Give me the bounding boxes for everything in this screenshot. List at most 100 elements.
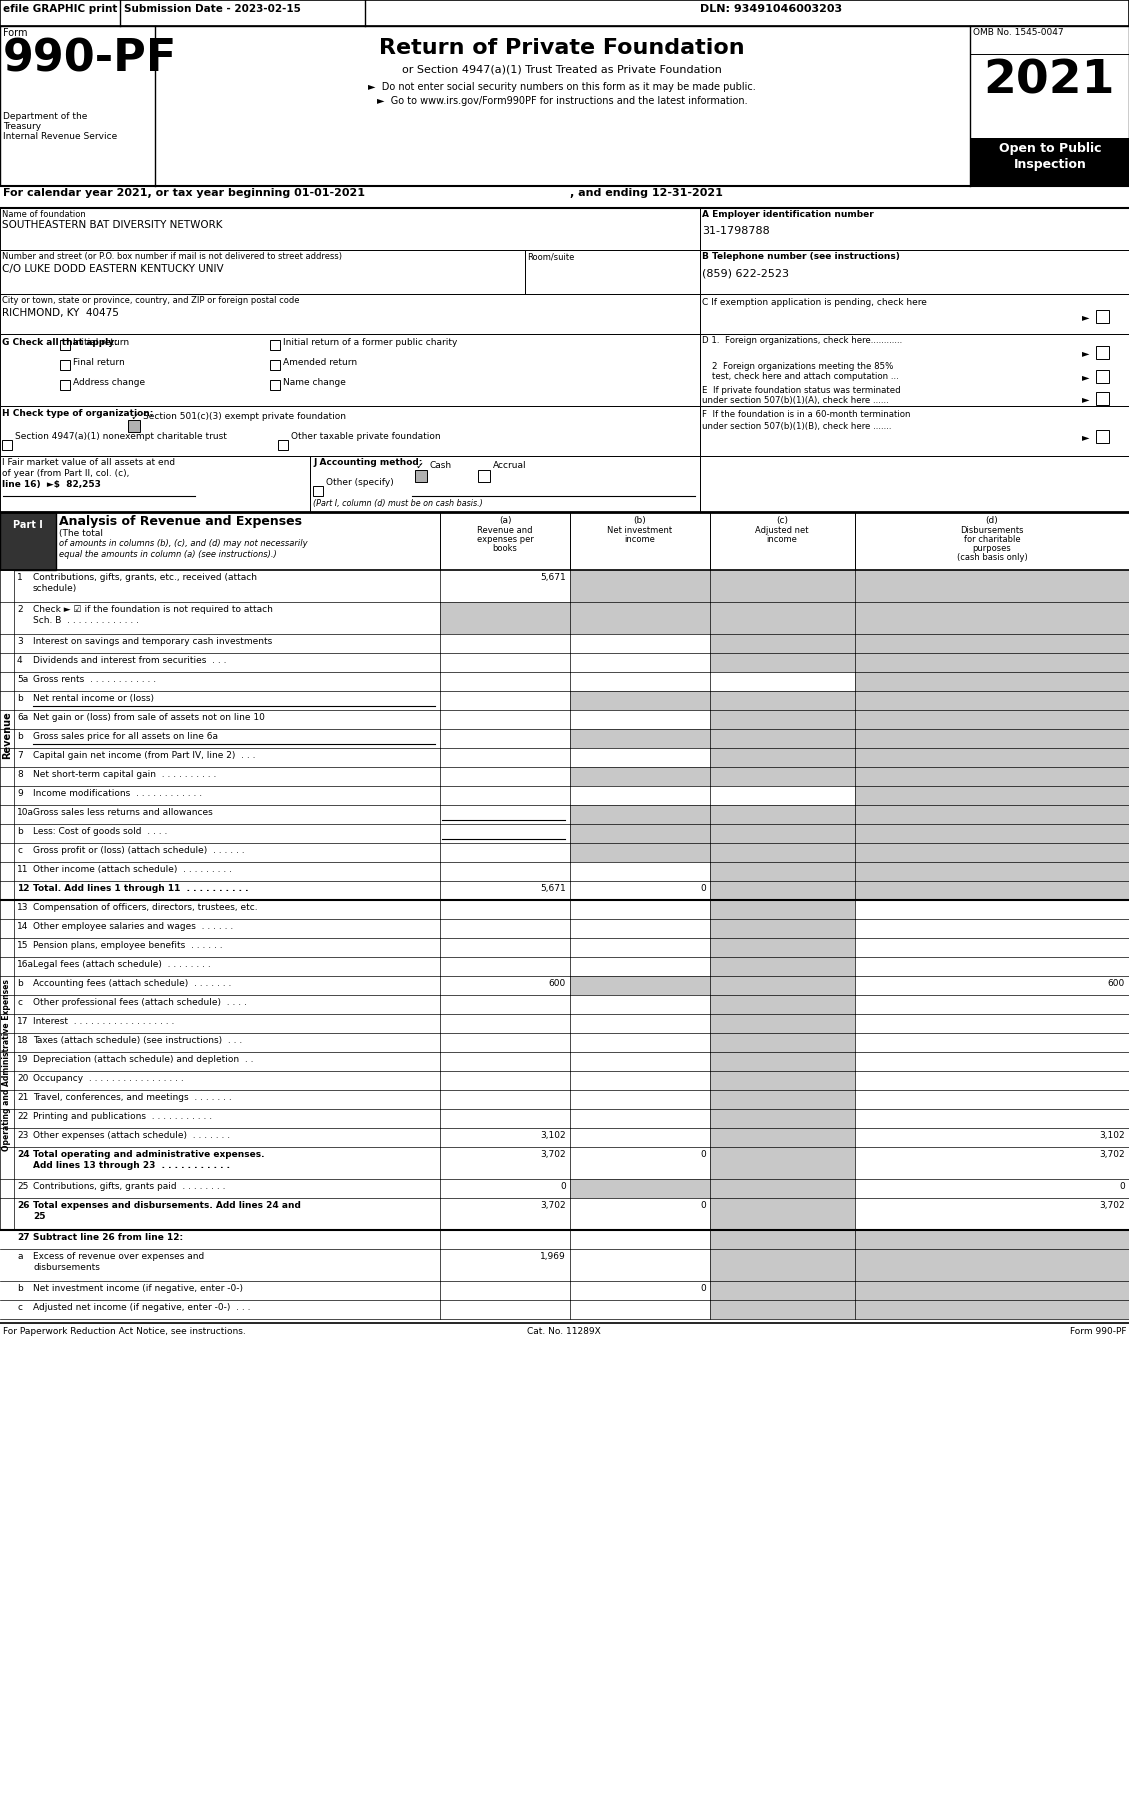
Bar	[710, 748, 855, 768]
Text: 10a: 10a	[17, 807, 34, 816]
Bar	[710, 994, 855, 1014]
Bar	[855, 748, 1129, 768]
Text: Net short-term capital gain  . . . . . . . . . .: Net short-term capital gain . . . . . . …	[33, 770, 217, 779]
Text: Final return: Final return	[73, 358, 124, 367]
Text: 2021: 2021	[983, 58, 1114, 102]
Text: 3: 3	[17, 636, 23, 645]
Text: Other employee salaries and wages  . . . . . .: Other employee salaries and wages . . . …	[33, 922, 234, 931]
Text: C If exemption application is pending, check here: C If exemption application is pending, c…	[702, 298, 927, 307]
Text: Revenue: Revenue	[2, 712, 12, 759]
Text: 600: 600	[549, 978, 566, 987]
Text: books: books	[492, 545, 517, 554]
Text: Net investment: Net investment	[607, 527, 673, 536]
Text: J Accounting method:: J Accounting method:	[313, 458, 422, 467]
Text: 0: 0	[700, 1201, 706, 1210]
Bar	[855, 653, 1129, 672]
Bar	[710, 976, 855, 994]
Text: Room/suite: Room/suite	[527, 252, 575, 261]
Text: 0: 0	[700, 1151, 706, 1160]
Text: 21: 21	[17, 1093, 28, 1102]
Text: for charitable: for charitable	[964, 536, 1021, 545]
Text: Less: Cost of goods sold  . . . .: Less: Cost of goods sold . . . .	[33, 827, 167, 836]
Text: income: income	[624, 536, 656, 545]
Text: 26: 26	[17, 1201, 29, 1210]
Text: of year (from Part II, col. (c),: of year (from Part II, col. (c),	[2, 469, 130, 478]
Text: Depreciation (attach schedule) and depletion  . .: Depreciation (attach schedule) and deple…	[33, 1055, 254, 1064]
Text: ►  Do not enter social security numbers on this form as it may be made public.: ► Do not enter social security numbers o…	[368, 83, 756, 92]
Text: (859) 622-2523: (859) 622-2523	[702, 268, 789, 279]
Bar	[0, 250, 525, 295]
Text: Total expenses and disbursements. Add lines 24 and: Total expenses and disbursements. Add li…	[33, 1201, 300, 1210]
Bar	[710, 1230, 855, 1250]
Bar	[700, 406, 1129, 457]
Text: Dividends and interest from securities  . . .: Dividends and interest from securities .…	[33, 656, 227, 665]
Text: line 16)  ►$  82,253: line 16) ►$ 82,253	[2, 480, 100, 489]
Text: DLN: 93491046003203: DLN: 93491046003203	[700, 4, 842, 14]
Text: 23: 23	[17, 1131, 28, 1140]
Bar	[855, 1250, 1129, 1280]
Text: Other professional fees (attach schedule)  . . . .: Other professional fees (attach schedule…	[33, 998, 247, 1007]
Bar	[710, 1147, 855, 1179]
Bar	[710, 806, 855, 823]
Bar	[710, 635, 855, 653]
Bar	[710, 653, 855, 672]
Bar	[440, 602, 570, 635]
Text: , and ending 12-31-2021: , and ending 12-31-2021	[570, 189, 723, 198]
Bar	[310, 457, 700, 512]
Bar	[313, 485, 323, 496]
Text: Occupancy  . . . . . . . . . . . . . . . . .: Occupancy . . . . . . . . . . . . . . . …	[33, 1073, 184, 1082]
Text: Internal Revenue Service: Internal Revenue Service	[3, 131, 117, 140]
Bar	[710, 1090, 855, 1109]
Bar	[855, 768, 1129, 786]
Text: Section 4947(a)(1) nonexempt charitable trust: Section 4947(a)(1) nonexempt charitable …	[15, 432, 227, 441]
Bar	[415, 469, 427, 482]
Text: Net gain or (loss) from sale of assets not on line 10: Net gain or (loss) from sale of assets n…	[33, 714, 265, 723]
Text: Return of Private Foundation: Return of Private Foundation	[379, 38, 745, 58]
Bar	[710, 1034, 855, 1052]
Bar	[710, 602, 855, 635]
Text: Gross profit or (loss) (attach schedule)  . . . . . .: Gross profit or (loss) (attach schedule)…	[33, 847, 245, 856]
Bar	[1096, 345, 1109, 360]
Bar	[710, 1052, 855, 1072]
Text: (b): (b)	[633, 516, 647, 525]
Bar	[710, 1014, 855, 1034]
Bar	[0, 457, 310, 512]
Bar	[710, 957, 855, 976]
Bar	[710, 690, 855, 710]
Text: 3,702: 3,702	[541, 1201, 566, 1210]
Bar	[60, 360, 70, 370]
Bar	[855, 1230, 1129, 1250]
Bar	[570, 768, 710, 786]
Text: (The total: (The total	[59, 529, 103, 538]
Text: b: b	[17, 694, 23, 703]
Text: Income modifications  . . . . . . . . . . . .: Income modifications . . . . . . . . . .…	[33, 789, 202, 798]
Text: ✓: ✓	[415, 460, 425, 471]
Text: 14: 14	[17, 922, 28, 931]
Bar	[1096, 392, 1109, 405]
Bar	[1096, 370, 1109, 383]
Text: Add lines 13 through 23  . . . . . . . . . . .: Add lines 13 through 23 . . . . . . . . …	[33, 1162, 230, 1170]
Text: Disbursements: Disbursements	[961, 527, 1024, 536]
Text: Travel, conferences, and meetings  . . . . . . .: Travel, conferences, and meetings . . . …	[33, 1093, 231, 1102]
Text: 990-PF: 990-PF	[3, 38, 177, 81]
Bar	[710, 919, 855, 939]
Bar	[855, 635, 1129, 653]
Text: 15: 15	[17, 940, 28, 949]
Text: disbursements: disbursements	[33, 1262, 99, 1271]
Text: ►: ►	[1082, 313, 1089, 322]
Text: 13: 13	[17, 903, 28, 912]
Text: Legal fees (attach schedule)  . . . . . . . .: Legal fees (attach schedule) . . . . . .…	[33, 960, 211, 969]
Text: c: c	[17, 1304, 21, 1313]
Text: 12: 12	[17, 885, 29, 894]
Text: Adjusted net income (if negative, enter -0-)  . . .: Adjusted net income (if negative, enter …	[33, 1304, 251, 1313]
Text: 5,671: 5,671	[541, 574, 566, 583]
Text: b: b	[17, 978, 23, 987]
Text: Revenue and: Revenue and	[478, 527, 533, 536]
Bar	[700, 334, 1129, 406]
Text: Excess of revenue over expenses and: Excess of revenue over expenses and	[33, 1251, 204, 1260]
Text: ►: ►	[1082, 372, 1089, 381]
Text: 0: 0	[560, 1181, 566, 1190]
Text: 600: 600	[1108, 978, 1124, 987]
Text: Gross rents  . . . . . . . . . . . .: Gross rents . . . . . . . . . . . .	[33, 674, 156, 683]
Text: Number and street (or P.O. box number if mail is not delivered to street address: Number and street (or P.O. box number if…	[2, 252, 342, 261]
